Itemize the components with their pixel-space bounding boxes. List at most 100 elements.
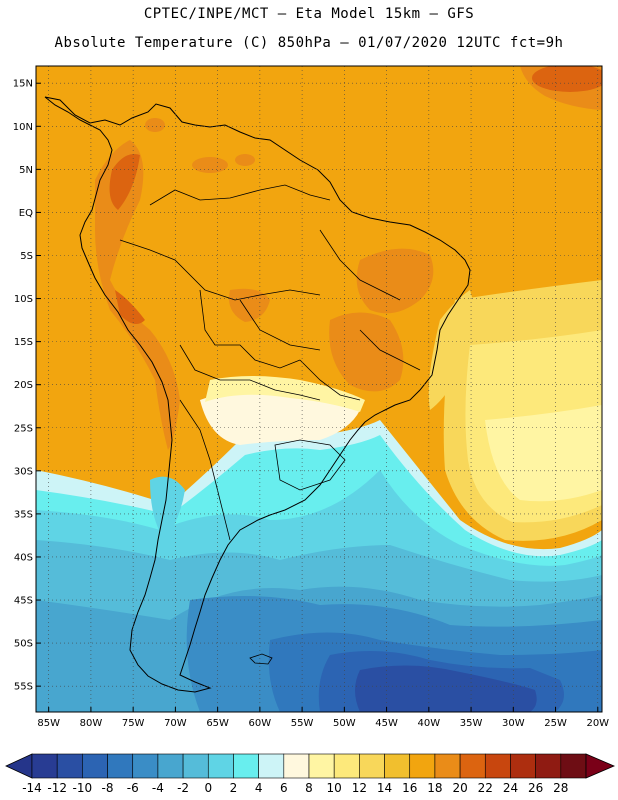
lon-label: 55W — [291, 718, 314, 729]
border-internal-3 — [359, 329, 421, 371]
lon-label: 40W — [418, 718, 441, 729]
lon-label: 50W — [333, 718, 356, 729]
lat-label: 5N — [19, 165, 33, 176]
lat-label: 35S — [14, 509, 33, 520]
lon-label: 65W — [206, 718, 229, 729]
border-chile-argentina — [179, 399, 231, 541]
colorbar-box — [233, 753, 259, 779]
lon-label: 25W — [544, 718, 567, 729]
colorbar-box — [308, 753, 335, 779]
warm-patch-ne-core — [532, 66, 602, 92]
title-line-2: Absolute Temperature (C) 850hPa – 01/07/… — [54, 35, 564, 51]
lat-label: 10N — [13, 122, 33, 133]
colorbar-box — [56, 753, 83, 779]
colorbar-box — [283, 753, 310, 779]
lon-label: 85W — [37, 718, 60, 729]
colorbar-box — [409, 753, 436, 779]
colorbar-tick-label: 26 — [528, 781, 543, 795]
border-internal-4 — [299, 359, 361, 401]
warm-patch-bolivia — [229, 288, 270, 322]
border-peru-brazil — [119, 239, 321, 301]
colorbar-tick-label: -12 — [47, 781, 67, 795]
band-paleyellow-east — [485, 405, 602, 502]
colorbar-box — [359, 753, 385, 779]
colorbar-box — [560, 753, 587, 779]
colorbar-box — [535, 753, 562, 779]
colorbar-box — [31, 753, 58, 779]
title-line-1: CPTEC/INPE/MCT – Eta Model 15km – GFS — [143, 6, 475, 22]
colorbar-tick-label: 18 — [427, 781, 442, 795]
lat-label: 15N — [13, 79, 33, 90]
longitude-labels: 85W 80W 75W 70W 65W 60W 55W 50W 45W 40W 35W 30W 25W 2… — [37, 707, 609, 729]
andes-hot-north — [109, 154, 140, 210]
lat-label: 5S — [20, 251, 33, 262]
border-internal-1 — [239, 299, 321, 351]
colorbar-box — [459, 753, 486, 779]
colorbar-box — [82, 753, 108, 779]
border-paraguay — [179, 344, 321, 401]
lon-label: 75W — [122, 718, 145, 729]
colorbar-tick-label: 20 — [452, 781, 467, 795]
lat-label: EQ — [19, 208, 33, 219]
border-uruguay — [274, 439, 346, 491]
colorbar-tick-label: -6 — [127, 781, 139, 795]
border-bolivia — [199, 289, 301, 369]
warm-patch-venezuela-2 — [235, 154, 255, 166]
colorbar-tick-label: 12 — [352, 781, 367, 795]
lat-label: 55S — [14, 682, 33, 693]
lon-label: 45W — [375, 718, 398, 729]
colorbar-box — [207, 753, 234, 779]
lon-label: 30W — [502, 718, 525, 729]
lat-label: 15S — [14, 337, 33, 348]
lon-label: 20W — [586, 718, 609, 729]
lon-label: 70W — [164, 718, 187, 729]
band-pale-land — [200, 391, 360, 445]
warm-patch-colombia — [145, 118, 165, 132]
lat-label: 20S — [14, 380, 33, 391]
lat-label: 50S — [14, 639, 33, 650]
lon-label: 80W — [80, 718, 103, 729]
colorbar-over-arrow — [585, 753, 616, 779]
colorbar-tick-label: -4 — [152, 781, 164, 795]
colorbar-tick-label: 14 — [377, 781, 392, 795]
andes-hot-central — [115, 290, 145, 324]
colorbar-box — [258, 753, 285, 779]
colorbar-box — [157, 753, 184, 779]
band-paleyellow-land — [205, 376, 365, 412]
lat-label: 30S — [14, 466, 33, 477]
colorbar-tick-label: 8 — [305, 781, 313, 795]
warm-patch-central-brazil — [329, 312, 404, 392]
colorbar-tick-label: 22 — [478, 781, 493, 795]
colorbar-tick-label: 28 — [553, 781, 568, 795]
colorbar-tick-label: -10 — [73, 781, 93, 795]
colorbar-tick-label: 2 — [230, 781, 238, 795]
warm-patch-venezuela-1 — [192, 157, 228, 173]
lat-label: 40S — [14, 552, 33, 563]
colorbar-boxes — [5, 753, 616, 779]
colorbar-under-arrow — [5, 753, 33, 779]
colorbar-tick-label: 4 — [255, 781, 263, 795]
colorbar-box — [107, 753, 134, 779]
border-internal-2 — [319, 229, 401, 301]
latitude-labels: 15N 10N 5N EQ 5S 10S 15S 20S 25S 30S 35S 40S 45S 50S 5… — [13, 79, 41, 693]
lon-label: 35W — [460, 718, 483, 729]
colorbar-box — [384, 753, 411, 779]
colorbar-tick-label: 0 — [204, 781, 212, 795]
andes-warm-streak — [95, 140, 180, 450]
temperature-field — [36, 66, 602, 712]
colorbar-box — [484, 753, 511, 779]
colorbar-box — [434, 753, 461, 779]
colorbar-tick-label: 16 — [402, 781, 417, 795]
colorbar-box — [132, 753, 159, 779]
colorbar-tick-label: 24 — [503, 781, 518, 795]
colorbar-tick-label: -14 — [22, 781, 42, 795]
colorbar-box — [333, 753, 360, 779]
map-frame — [35, 65, 603, 713]
lon-label: 60W — [249, 718, 272, 729]
patagonia-cyan — [150, 476, 185, 540]
lat-label: 25S — [14, 423, 33, 434]
colorbar-tick-label: -2 — [177, 781, 189, 795]
border-north — [149, 184, 331, 206]
